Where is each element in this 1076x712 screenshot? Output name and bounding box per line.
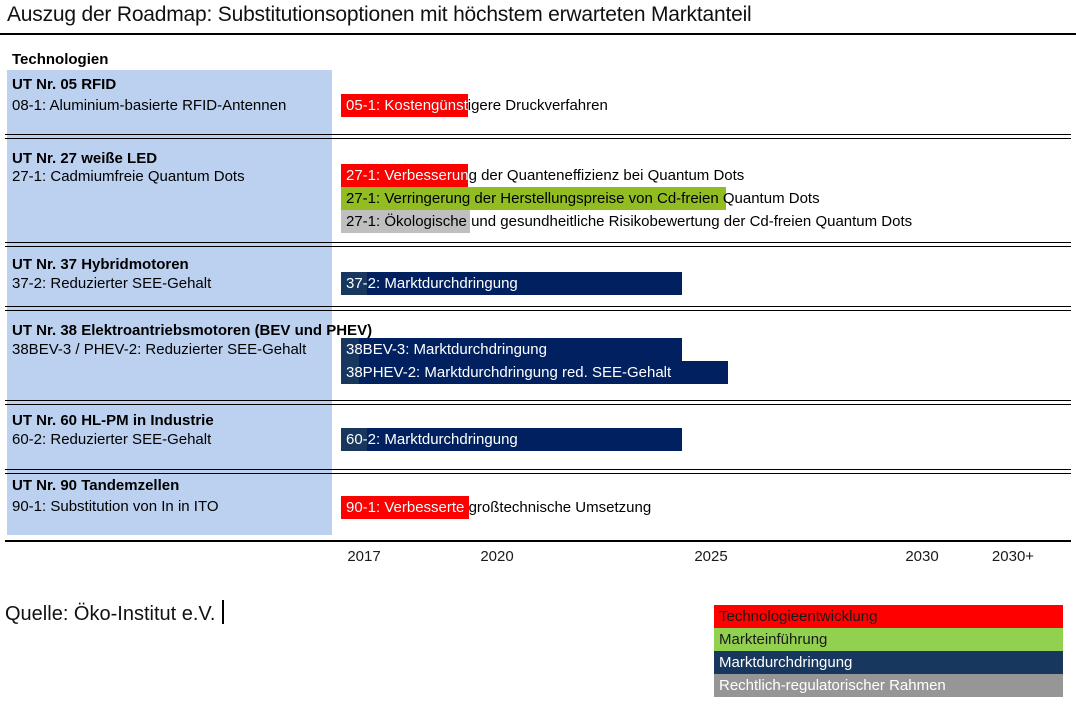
axis-tick-2025: 2025: [694, 548, 728, 565]
bar-label: 27-1: Verringerung der Herstellungspreis…: [346, 190, 820, 207]
section-header-38[interactable]: UT Nr. 38 Elektroantriebsmotoren (BEV un…: [12, 322, 373, 339]
section-option-05[interactable]: 08-1: Aluminium-basierte RFID-Antennen: [12, 97, 287, 114]
phase-bar[interactable]: [341, 187, 726, 210]
phase-bar[interactable]: [341, 210, 470, 233]
bar-label: 38BEV-3: Marktdurchdringung: [346, 341, 547, 358]
section-divider: [5, 400, 1071, 405]
axis-tick-2020: 2020: [480, 548, 514, 565]
text-cursor: [222, 600, 224, 624]
section-option-38[interactable]: 38BEV-3 / PHEV-2: Reduzierter SEE-Gehalt: [12, 341, 307, 358]
legend-label: Markteinführung: [719, 631, 828, 648]
phase-bar[interactable]: [341, 496, 469, 519]
phase-bar[interactable]: [341, 94, 468, 117]
section-header-37[interactable]: UT Nr. 37 Hybridmotoren: [12, 256, 189, 273]
section-header-60[interactable]: UT Nr. 60 HL-PM in Industrie: [12, 412, 214, 429]
bar-label-overlay-clip: 05-1: Kostengünstigere Druckverfahren: [341, 94, 468, 117]
legend-item-markteinfuehrung[interactable]: Markteinführung: [714, 628, 1063, 651]
section-header-27[interactable]: UT Nr. 27 weiße LED: [12, 150, 158, 167]
section-divider: [5, 134, 1071, 139]
bar-label: 05-1: Kostengünstigere Druckverfahren: [346, 97, 608, 114]
bar-label-overlay-clip: 27-1: Verbesserung der Quanteneffizienz …: [341, 164, 468, 187]
bar-label-overlay-clip: 90-1: Verbesserte großtechnische Umsetzu…: [341, 496, 469, 519]
phase-bar[interactable]: [341, 361, 728, 384]
axis-baseline: [5, 540, 1071, 542]
section-header-90[interactable]: UT Nr. 90 Tandemzellen: [12, 477, 180, 494]
bar-label: 27-1: Ökologische und gesundheitliche Ri…: [346, 213, 913, 230]
legend-item-technologieentwicklung[interactable]: Technologieentwicklung: [714, 605, 1063, 628]
bar-label: 27-1: Verbesserung der Quanteneffizienz …: [346, 167, 745, 184]
title-underline: [0, 33, 1076, 35]
bar-label: 90-1: Verbesserte großtechnische Umsetzu…: [346, 499, 652, 516]
axis-tick-2030plus: 2030+: [991, 548, 1035, 565]
section-divider: [5, 242, 1071, 247]
bar-label: 60-2: Marktdurchdringung: [346, 431, 518, 448]
phase-legend: Technologieentwicklung Markteinführung M…: [714, 605, 1063, 697]
legend-item-rechtlich-regulatorischer-rahmen[interactable]: Rechtlich-regulatorischer Rahmen: [714, 674, 1063, 697]
section-option-27[interactable]: 27-1: Cadmiumfreie Quantum Dots: [12, 168, 245, 185]
section-divider: [5, 306, 1071, 311]
phase-bar[interactable]: [341, 272, 682, 295]
legend-item-marktdurchdringung[interactable]: Marktdurchdringung: [714, 651, 1063, 674]
axis-tick-2030: 2030: [905, 548, 939, 565]
technology-panel[interactable]: [7, 70, 332, 535]
phase-bar[interactable]: [341, 338, 682, 361]
legend-label: Rechtlich-regulatorischer Rahmen: [719, 677, 946, 694]
section-divider: [5, 469, 1071, 474]
section-option-60[interactable]: 60-2: Reduzierter SEE-Gehalt: [12, 431, 212, 448]
legend-label: Technologieentwicklung: [719, 608, 878, 625]
source-label: Quelle: Öko-Institut e.V.: [5, 603, 216, 625]
section-option-37[interactable]: 37-2: Reduzierter SEE-Gehalt: [12, 275, 212, 292]
slide-title[interactable]: Auszug der Roadmap: Substitutionsoptione…: [7, 3, 752, 26]
bar-label: 38PHEV-2: Marktdurchdringung red. SEE-Ge…: [346, 364, 672, 381]
technologies-column-header: Technologien: [12, 51, 109, 68]
phase-bar[interactable]: [341, 164, 468, 187]
source-text[interactable]: Quelle: Öko-Institut e.V.: [5, 600, 224, 626]
section-header-05[interactable]: UT Nr. 05 RFID: [12, 76, 117, 93]
axis-tick-2017: 2017: [347, 548, 381, 565]
section-option-90[interactable]: 90-1: Substitution von In in ITO: [12, 498, 219, 515]
phase-bar[interactable]: [341, 428, 682, 451]
bar-label: 37-2: Marktdurchdringung: [346, 275, 518, 292]
bar-label-on-bar: 05-1: Kostengünstigere Druckverfahren: [346, 97, 468, 114]
bar-label-on-bar: 27-1: Verbesserung der Quanteneffizienz …: [346, 167, 468, 184]
bar-label-on-bar: 90-1: Verbesserte großtechnische Umsetzu…: [346, 499, 469, 516]
legend-label: Marktdurchdringung: [719, 654, 853, 671]
